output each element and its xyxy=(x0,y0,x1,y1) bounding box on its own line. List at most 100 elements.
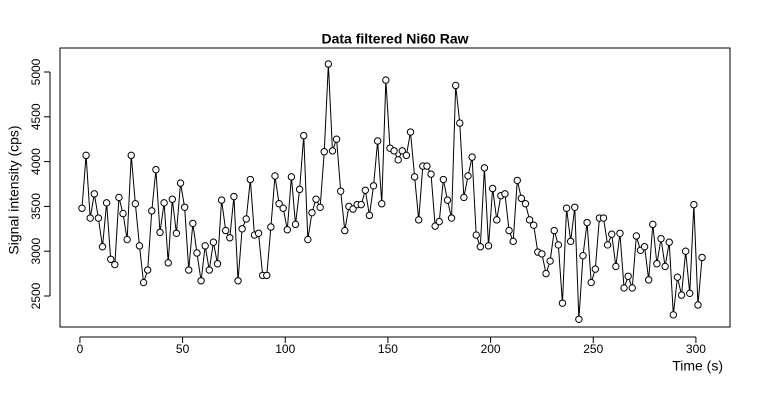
y-tick-label: 5000 xyxy=(29,58,43,85)
data-point xyxy=(119,209,127,218)
data-point xyxy=(287,173,296,181)
data-point xyxy=(562,204,571,212)
data-point xyxy=(398,147,406,155)
data-point xyxy=(571,203,579,212)
data-point xyxy=(423,162,431,170)
data-point xyxy=(304,235,312,244)
data-point xyxy=(439,175,448,184)
data-point xyxy=(476,243,485,251)
data-point xyxy=(525,216,534,224)
data-point xyxy=(86,214,94,222)
data-point xyxy=(209,238,218,246)
data-point xyxy=(599,214,608,222)
data-point xyxy=(468,153,476,161)
data-point xyxy=(513,176,521,185)
data-point xyxy=(222,226,230,235)
data-point xyxy=(336,187,345,195)
data-point xyxy=(189,219,197,228)
data-point xyxy=(263,271,271,280)
data-point xyxy=(316,203,324,212)
data-point xyxy=(357,200,365,209)
data-point xyxy=(213,260,222,268)
data-point xyxy=(624,272,632,280)
data-point xyxy=(102,199,111,207)
data-point xyxy=(402,151,411,160)
data-point xyxy=(234,277,242,285)
data-point xyxy=(591,265,600,273)
data-point xyxy=(410,173,419,181)
data-point xyxy=(279,204,287,212)
data-point xyxy=(480,164,489,172)
data-point xyxy=(156,228,164,237)
data-point xyxy=(98,243,107,251)
data-point xyxy=(406,128,415,136)
data-point xyxy=(488,184,497,193)
data-point xyxy=(193,249,201,257)
data-point xyxy=(152,165,160,174)
data-point xyxy=(205,266,213,274)
data-point xyxy=(160,199,168,207)
data-point xyxy=(657,234,665,243)
data-point xyxy=(308,208,316,217)
data-point xyxy=(82,151,90,160)
data-point xyxy=(464,172,472,180)
data-point xyxy=(669,311,678,319)
data-point xyxy=(587,278,595,287)
data-point xyxy=(443,196,452,204)
plot-frame xyxy=(59,47,731,328)
data-point xyxy=(484,242,493,250)
data-point xyxy=(230,192,238,201)
data-point xyxy=(546,257,554,265)
data-point xyxy=(127,151,135,160)
data-point xyxy=(579,251,587,260)
data-point xyxy=(312,195,320,203)
data-point xyxy=(451,81,460,90)
data-point xyxy=(632,232,641,240)
data-point xyxy=(509,237,517,246)
data-point xyxy=(583,218,591,227)
data-point xyxy=(94,214,103,222)
data-point xyxy=(373,137,382,145)
data-point xyxy=(566,237,575,246)
data-point xyxy=(139,278,148,287)
data-point xyxy=(661,262,669,271)
data-point xyxy=(217,196,226,204)
data-point xyxy=(698,253,706,262)
data-point xyxy=(431,222,439,230)
x-tick-label: 100 xyxy=(275,342,295,356)
data-point xyxy=(238,225,246,233)
data-point xyxy=(649,220,657,229)
data-point xyxy=(320,148,328,156)
data-point xyxy=(201,242,209,250)
y-tick-label: 4500 xyxy=(29,103,43,130)
data-point xyxy=(558,299,567,307)
data-point xyxy=(246,175,255,184)
data-point xyxy=(361,186,370,194)
data-point xyxy=(369,182,378,190)
x-tick-label: 300 xyxy=(686,342,706,356)
x-tick-label: 50 xyxy=(176,342,190,356)
data-point xyxy=(550,226,558,235)
data-point xyxy=(644,276,653,284)
data-point xyxy=(300,131,308,140)
data-point xyxy=(283,225,292,234)
x-tick-label: 250 xyxy=(583,342,603,356)
x-tick-label: 200 xyxy=(481,342,501,356)
data-point xyxy=(185,266,193,274)
data-point xyxy=(530,221,538,229)
data-point xyxy=(517,194,526,203)
y-axis-label: Signal intensity (cps) xyxy=(6,125,22,254)
data-point xyxy=(164,259,172,267)
data-point xyxy=(620,284,628,292)
data-point xyxy=(349,205,357,213)
data-point xyxy=(143,266,152,274)
data-point xyxy=(295,185,304,194)
data-point xyxy=(254,229,263,237)
data-point xyxy=(172,229,181,237)
y-tick-label: 4000 xyxy=(29,148,43,175)
data-point xyxy=(673,273,682,281)
data-point xyxy=(521,200,530,208)
data-point xyxy=(267,223,275,231)
data-point xyxy=(554,241,563,249)
